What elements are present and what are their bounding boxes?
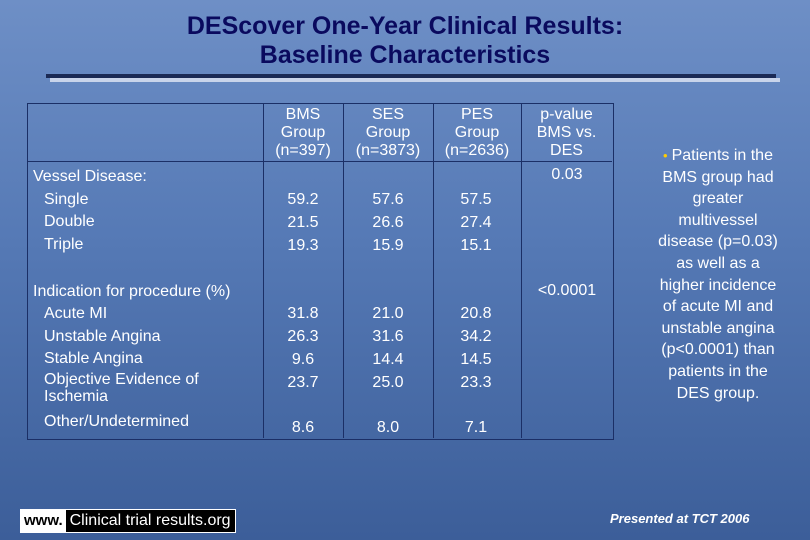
table-frame (27, 103, 614, 440)
footer-www: www. (21, 510, 66, 532)
vessel-bms-values: 59.2 21.5 19.3 (287, 191, 319, 254)
table-divider-3 (433, 103, 434, 438)
row-label-single: Single (44, 191, 89, 208)
header-pes: PES Group (n=2636) (444, 106, 510, 159)
title-underline (46, 74, 776, 78)
vessel-ses-values: 57.6 26.6 15.9 (372, 191, 404, 254)
table-header-rule (27, 161, 612, 162)
title-line-2: Baseline Characteristics (259, 41, 551, 69)
slide-title: DEScover One-Year Clinical Results: Base… (0, 12, 810, 70)
indication-heading: Indication for procedure (%) (33, 283, 231, 300)
row-label-unstable-angina: Unstable Angina (44, 328, 161, 345)
row-label-stable-angina: Stable Angina (44, 350, 143, 367)
vessel-disease-heading: Vessel Disease: (33, 168, 147, 185)
other-pes-value: 7.1 (464, 419, 488, 436)
row-label-triple: Triple (44, 236, 84, 253)
indication-bms-values: 31.8 26.3 9.6 23.7 (287, 305, 319, 391)
table-divider-1 (263, 103, 264, 438)
footer-site-name: Clinical trial results.org (65, 510, 235, 532)
row-label-acute-mi: Acute MI (44, 305, 108, 322)
vessel-pvalue: 0.03 (551, 166, 583, 183)
other-ses-value: 8.0 (376, 419, 400, 436)
vessel-pes-values: 57.5 27.4 15.1 (460, 191, 492, 254)
row-label-double: Double (44, 213, 95, 230)
row-label-objective-evidence: Objective Evidence of Ischemia (44, 371, 199, 405)
header-bms: BMS Group (n=397) (275, 106, 331, 159)
indication-ses-values: 21.0 31.6 14.4 25.0 (372, 305, 404, 391)
table-divider-2 (343, 103, 344, 438)
other-bms-value: 8.6 (291, 419, 315, 436)
header-ses: SES Group (n=3873) (355, 106, 421, 159)
indication-pes-values: 20.8 34.2 14.5 23.3 (460, 305, 492, 391)
bullet-commentary: • Patients in the BMS group had greater m… (658, 147, 778, 402)
footer-site-logo[interactable]: www. Clinical trial results.org (20, 509, 236, 533)
title-underline-shadow (50, 78, 780, 82)
indication-pvalue: <0.0001 (537, 282, 597, 299)
footer-presented: Presented at TCT 2006 (610, 511, 750, 526)
header-pvalue: p-value BMS vs. DES (536, 106, 597, 159)
table-divider-4 (521, 103, 522, 438)
bullet-icon: • (663, 148, 668, 163)
title-line-1: DEScover One-Year Clinical Results: (186, 12, 624, 40)
row-label-other: Other/Undetermined (44, 413, 189, 430)
